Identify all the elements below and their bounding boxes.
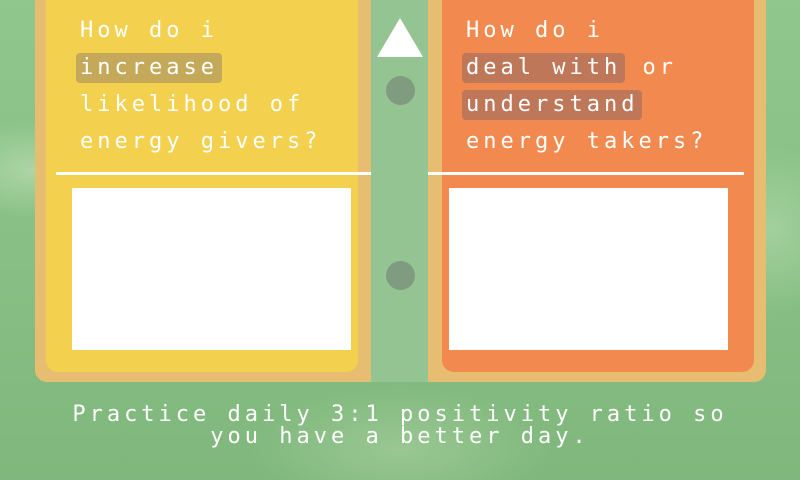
footer-line: Practice daily 3:1 positivity ratio so xyxy=(72,402,728,427)
arrow-up-icon[interactable] xyxy=(377,18,423,57)
energy-takers-answer-input[interactable] xyxy=(449,188,728,350)
board-spine xyxy=(371,0,428,382)
question-highlight: deal with xyxy=(462,53,626,83)
question-connector: or xyxy=(625,55,677,80)
energy-givers-answer-input[interactable] xyxy=(72,188,351,350)
question-highlight: increase xyxy=(76,53,222,83)
question-line: How do i xyxy=(466,18,604,43)
footer-line: you have a better day. xyxy=(210,424,590,449)
question-highlight: understand xyxy=(462,90,643,120)
energy-givers-question: How do i increase likelihood of energy g… xyxy=(76,12,322,160)
question-line: likelihood of xyxy=(80,92,305,117)
binder-ring-icon xyxy=(386,261,415,290)
energy-takers-question: How do i deal with or understand energy … xyxy=(462,12,708,160)
question-line: How do i xyxy=(80,18,218,43)
question-line: energy takers? xyxy=(466,129,708,154)
divider xyxy=(428,172,744,175)
footer-tip: Practice daily 3:1 positivity ratio so y… xyxy=(0,404,800,448)
divider xyxy=(56,172,371,175)
binder-ring-icon xyxy=(386,76,415,105)
question-line: energy givers? xyxy=(80,129,322,154)
